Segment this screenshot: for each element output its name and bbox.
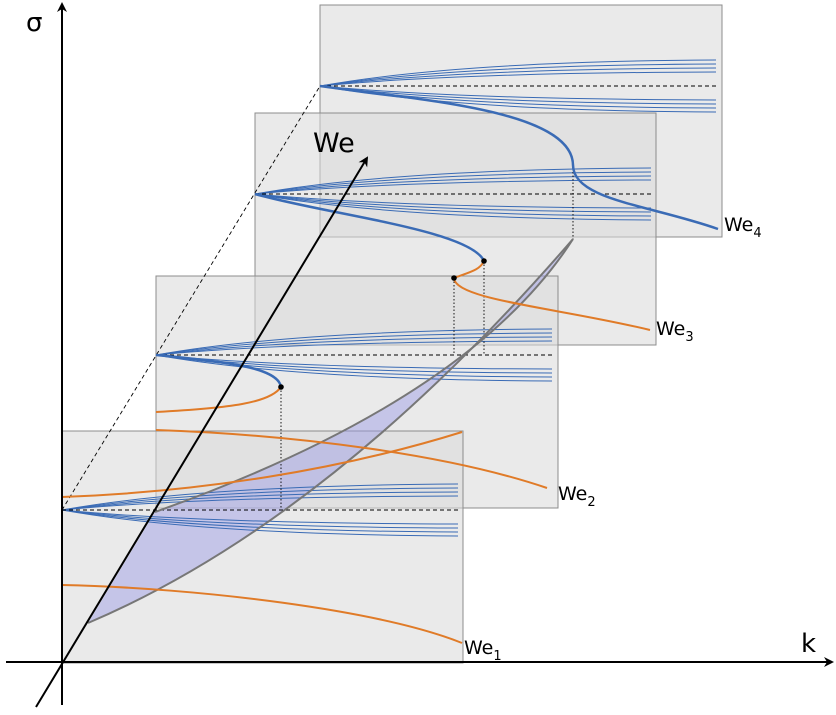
fan-line-4-3 [319, 67, 717, 87]
fan-line-4-4 [319, 71, 717, 87]
fan-line-2-4 [155, 340, 553, 356]
turning-point-markers [278, 258, 487, 390]
we-axis [35, 156, 369, 708]
fan-line-3-8 [254, 193, 652, 221]
fan-line-2-8 [155, 354, 553, 382]
fan-line-3-7 [254, 193, 652, 217]
axes [6, 2, 834, 708]
fan-line-1-3 [61, 491, 459, 511]
orange-branches [61, 260, 651, 644]
fan-line-1-7 [61, 509, 459, 533]
fan-line-3-4 [254, 179, 652, 195]
fan-line-1-2 [61, 487, 459, 511]
fan-line-1-8 [61, 509, 459, 537]
fan-line-3-3 [254, 175, 652, 195]
dashed-reference-lines [61, 85, 716, 511]
fan-line-1-5 [61, 509, 459, 525]
fan-line-3-1 [254, 167, 652, 195]
fan-line-1-1 [61, 483, 459, 511]
curve-label-we1: We1 [464, 637, 502, 664]
x-axis-label: k [801, 629, 816, 659]
panel-we1 [61, 430, 464, 664]
curve-label-we4: We4 [724, 214, 762, 241]
fan-line-3-6 [254, 193, 652, 213]
fan-line-1-4 [61, 495, 459, 511]
fan-line-4-2 [319, 63, 717, 87]
we-axis-label: We [313, 128, 355, 159]
fan-line-3-2 [254, 171, 652, 195]
fan-line-1-6 [61, 509, 459, 529]
y-axis-label: σ [26, 8, 42, 38]
fan-line-3-5 [254, 193, 652, 209]
blue-main-branches [155, 84, 719, 388]
fan-line-4-5 [319, 85, 717, 101]
curve-label-we3: We3 [656, 318, 694, 345]
fan-line-4-1 [319, 59, 717, 87]
curve-label-we2: We2 [558, 483, 596, 510]
blue-fan-lines [61, 59, 717, 537]
fan-line-2-1 [155, 328, 553, 356]
